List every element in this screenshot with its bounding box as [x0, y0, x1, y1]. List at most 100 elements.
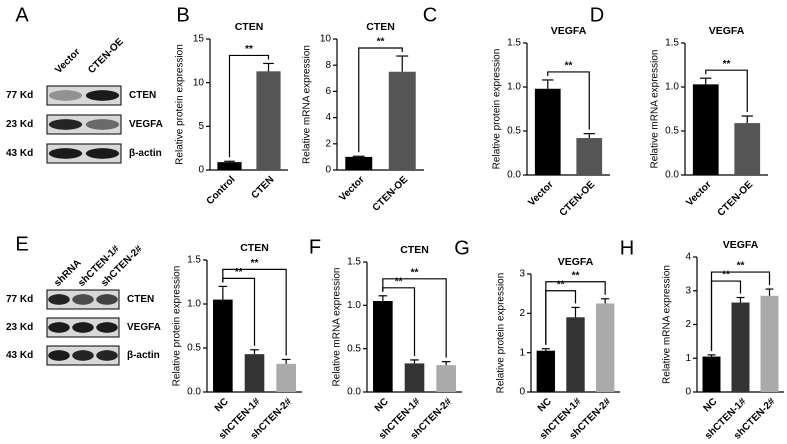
significance-bracket: [705, 69, 748, 113]
y-tick-label: 0.5: [347, 343, 361, 354]
x-tick-label: NC: [213, 396, 231, 414]
bar: [534, 88, 561, 175]
significance-label: **: [245, 44, 253, 55]
y-tick-label: 1: [519, 347, 525, 358]
y-axis-label: Relative mRNA expression: [650, 50, 661, 169]
panel-letter: C: [423, 4, 437, 26]
bar: [276, 363, 296, 392]
y-axis-label: Relative protein expression: [175, 44, 186, 165]
y-tick-label: 10: [320, 34, 332, 45]
bar: [731, 302, 750, 392]
x-tick-label: Control: [205, 174, 238, 207]
bar: [244, 354, 265, 392]
bar: [436, 365, 456, 392]
y-tick-label: 0: [685, 387, 691, 398]
panel-letter: F: [309, 236, 321, 258]
y-tick-label: 6: [325, 86, 331, 97]
x-tick-label: Vector: [684, 179, 713, 208]
blot-band: [72, 322, 94, 333]
bar: [576, 138, 603, 175]
significance-label: **: [235, 267, 243, 278]
chart-title: CTEN: [366, 21, 395, 33]
protein-label: β-actin: [127, 350, 160, 361]
bar: [734, 123, 761, 175]
y-tick-label: 1.0: [187, 299, 201, 310]
bar: [213, 299, 233, 392]
y-tick-label: 0.5: [507, 126, 521, 137]
blot-band: [48, 148, 83, 159]
y-tick-label: 3: [685, 285, 691, 296]
significance-label: **: [395, 276, 403, 287]
blot-band: [48, 294, 70, 305]
y-tick-label: 2: [685, 319, 691, 330]
x-tick-label: NC: [373, 396, 391, 414]
size-label: 77 Kd: [6, 90, 33, 101]
significance-label: **: [557, 279, 565, 290]
chart-title: VEGFA: [709, 25, 745, 37]
blot-band: [96, 294, 118, 305]
significance-label: **: [411, 267, 419, 278]
y-tick-label: 0: [519, 387, 525, 398]
y-tick-label: 0.0: [187, 387, 201, 398]
significance-bracket: [710, 271, 771, 351]
protein-label: CTEN: [127, 294, 154, 305]
blot-band: [96, 350, 118, 361]
bar: [566, 317, 585, 392]
blot-band: [96, 322, 118, 333]
panel-letter: D: [590, 4, 604, 26]
bar: [760, 295, 779, 392]
y-tick-label: 0.0: [665, 170, 679, 181]
x-tick-label: NC: [701, 396, 719, 414]
y-tick-label: 2: [325, 138, 331, 149]
significance-bracket: [545, 281, 606, 345]
significance-bracket: [547, 71, 590, 130]
panel-letter: A: [15, 4, 29, 26]
y-tick-label: 0.5: [665, 126, 679, 137]
bar: [373, 301, 393, 392]
y-tick-label: 1.5: [507, 38, 521, 49]
bar: [404, 363, 425, 392]
blot-band: [48, 90, 83, 101]
x-tick-label: CTEN: [249, 174, 276, 201]
y-tick-label: 1.0: [665, 82, 679, 93]
bar: [702, 356, 721, 392]
blot-band: [85, 148, 120, 159]
blot-band: [48, 119, 83, 130]
size-label: 23 Kd: [6, 322, 33, 333]
x-tick-label: NC: [536, 396, 554, 414]
y-tick-label: 2: [519, 308, 525, 319]
chart-title: CTEN: [240, 242, 269, 254]
blot-band: [85, 90, 120, 101]
panel-letter: H: [620, 237, 634, 259]
significance-label: **: [251, 258, 259, 269]
y-tick-label: 1.5: [347, 257, 361, 268]
x-tick-label: Vector: [526, 179, 555, 208]
x-tick-label: CTEN-OE: [716, 179, 756, 219]
y-axis-label: Relative mRNA expression: [662, 265, 673, 384]
size-label: 43 Kd: [6, 350, 33, 361]
y-tick-label: 8: [325, 60, 331, 71]
bar: [345, 156, 373, 170]
size-label: 43 Kd: [6, 148, 33, 159]
blot-band: [48, 350, 70, 361]
y-tick-label: 1.0: [507, 82, 521, 93]
y-tick-label: 1.5: [187, 255, 201, 266]
y-tick-label: 0.0: [507, 170, 521, 181]
protein-label: β-actin: [129, 148, 162, 159]
protein-label: VEGFA: [129, 119, 163, 130]
bar: [692, 84, 719, 175]
bar: [536, 350, 556, 392]
x-tick-label: CTEN-OE: [371, 174, 411, 214]
bar: [217, 162, 242, 170]
protein-label: CTEN: [129, 90, 156, 101]
y-axis-label: Relative protein expression: [496, 273, 507, 394]
significance-bracket: [222, 268, 287, 356]
blot-band: [72, 294, 94, 305]
lane-label: Vector: [53, 47, 82, 76]
significance-label: **: [565, 61, 573, 72]
y-tick-label: 1: [685, 353, 691, 364]
significance-label: **: [572, 270, 580, 281]
bar: [388, 71, 416, 170]
